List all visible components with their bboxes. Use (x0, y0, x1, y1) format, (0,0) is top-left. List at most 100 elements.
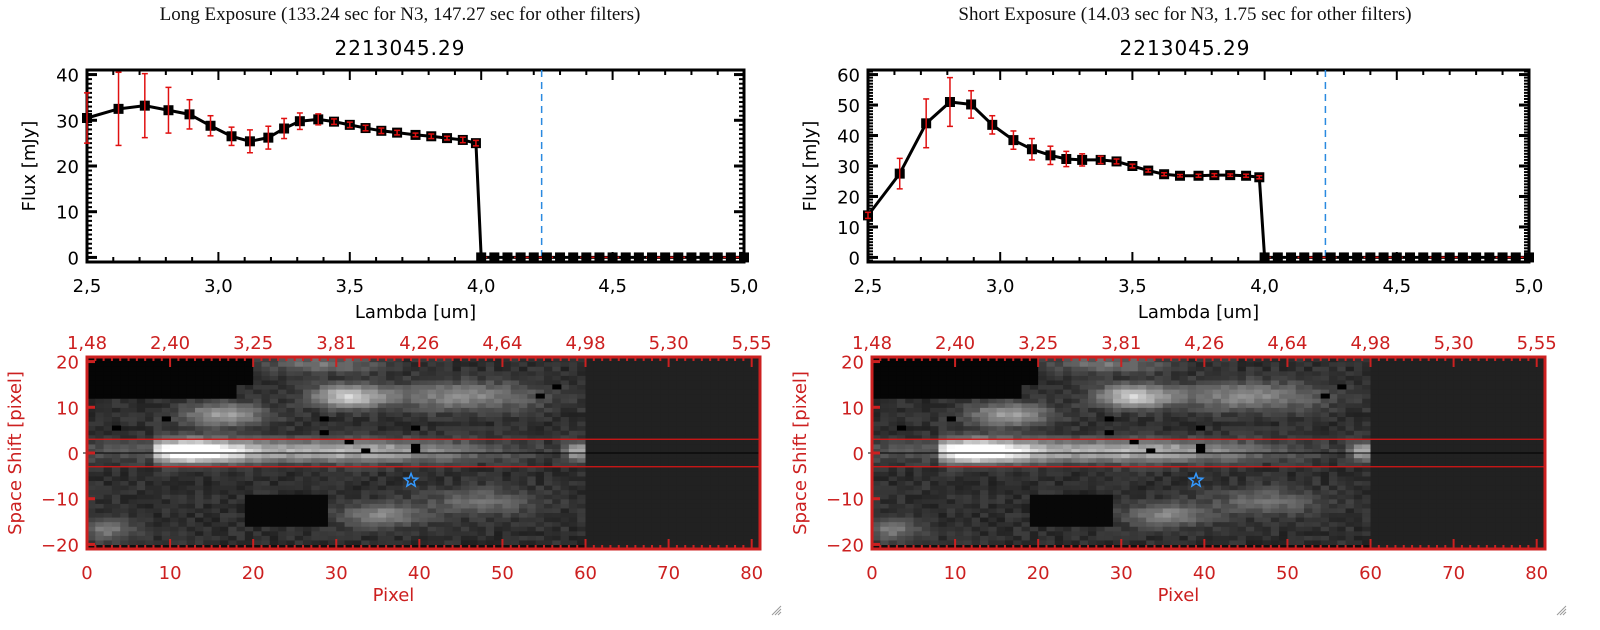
masked-pixel (361, 448, 371, 454)
x-axis-label: Pixel (373, 585, 415, 606)
data-point (1299, 252, 1310, 263)
top-x-tick-label: 4,64 (482, 333, 522, 354)
x-tick-label: 80 (740, 563, 763, 584)
y-tick-label: 0 (68, 444, 79, 465)
masked-pixel (1104, 416, 1114, 422)
y-tick-label: 10 (56, 203, 79, 224)
y-tick-label: −10 (826, 490, 864, 511)
data-point (1259, 252, 1270, 263)
masked-pixel (411, 443, 421, 449)
short-exposure-2d-image: −20 −10 0 10 20 0 10 20 30 40 50 60 70 80 1,48 2,40 3,25… (790, 333, 1557, 606)
y-tick-label: 0 (853, 444, 864, 465)
masked-pixel (344, 439, 354, 445)
y-tick-label: 40 (56, 66, 79, 87)
x-tick-label: 2,5 (854, 276, 883, 297)
x-axis-label: Lambda [um] (355, 302, 476, 323)
data-point (528, 252, 539, 263)
top-x-tick-label: 5,55 (732, 333, 772, 354)
x-tick-label: 2,5 (73, 276, 102, 297)
data-point (1497, 252, 1508, 263)
resize-grip-icon[interactable] (770, 604, 782, 616)
top-x-tick-label: 3,81 (1101, 333, 1141, 354)
x-tick-label: 70 (1442, 563, 1465, 584)
masked-pixel (1146, 448, 1156, 454)
resize-grip-icon[interactable] (1555, 604, 1567, 616)
x-tick-label: 0 (81, 563, 92, 584)
object-id-title: 2213045.29 (1119, 36, 1251, 60)
data-point (647, 252, 658, 263)
masked-pixel (1129, 439, 1139, 445)
masked-pixel (111, 425, 122, 431)
x-axis-label: Lambda [um] (1138, 302, 1259, 323)
y-tick-label: 20 (837, 187, 860, 208)
x-tick-label: 40 (1193, 563, 1216, 584)
y-tick-label: 0 (68, 248, 79, 269)
data-point (739, 252, 749, 263)
data-point (1391, 252, 1402, 263)
y-axis-label: Flux [mJy] (800, 121, 821, 212)
data-point (1510, 252, 1521, 263)
long-exposure-spectrum-chart: 0 10 20 30 40 2,5 3,0 3,5 4,0 4,5 5,0 Lambda [um] Fl… (19, 66, 758, 323)
top-x-tick-label: 4,26 (399, 333, 439, 354)
data-point (515, 252, 526, 263)
long-exposure-title: Long Exposure (133.24 sec for N3, 147.27… (159, 4, 641, 25)
y-tick-label: 20 (841, 353, 864, 374)
x-tick-label: 3,5 (335, 276, 364, 297)
data-point (1471, 252, 1482, 263)
masked-pixel (552, 384, 562, 390)
x-tick-label: 3,0 (986, 276, 1015, 297)
x-tick-label: 0 (866, 563, 877, 584)
x-tick-label: 30 (1110, 563, 1133, 584)
data-point (673, 252, 684, 263)
masked-pixel (1196, 425, 1206, 431)
y-tick-label: 60 (837, 66, 860, 87)
data-point (725, 252, 736, 263)
x-tick-label: 3,0 (204, 276, 233, 297)
flux-line (86, 104, 744, 259)
data-point (1524, 252, 1534, 263)
data-point (568, 252, 579, 263)
masked-pixel (1337, 384, 1347, 390)
image-pixels (87, 357, 761, 550)
short-exposure-title: Short Exposure (14.03 sec for N3, 1.75 s… (958, 4, 1412, 25)
top-x-tick-label: 4,98 (565, 333, 605, 354)
x-tick-label: 4,5 (598, 276, 627, 297)
data-point (476, 252, 487, 263)
x-tick-label: 80 (1525, 563, 1548, 584)
data-point (555, 252, 566, 263)
data-point (594, 252, 605, 263)
data-point (1405, 252, 1416, 263)
short-exposure-spectrum-chart: 0 10 20 30 40 50 60 2,5 3,0 3,5 4,0 4,5 5,0 Lambda [u… (800, 66, 1544, 323)
top-x-tick-label: 5,55 (1517, 333, 1557, 354)
data-point (712, 252, 723, 263)
masked-pixel (946, 416, 956, 422)
x-tick-label: 50 (491, 563, 514, 584)
x-tick-label: 10 (159, 563, 182, 584)
y-axis-label: Space Shift [pixel] (5, 371, 26, 535)
star-marker-icon (402, 471, 420, 488)
masked-pixel (896, 425, 907, 431)
masked-pixel (161, 416, 171, 422)
top-x-tick-label: 4,98 (1350, 333, 1390, 354)
data-point (1338, 252, 1349, 263)
data-point (581, 252, 592, 263)
top-x-tick-label: 4,26 (1184, 333, 1224, 354)
data-point (686, 252, 697, 263)
y-tick-label: −20 (41, 535, 79, 556)
y-tick-label: 40 (837, 127, 860, 148)
x-tick-label: 70 (657, 563, 680, 584)
top-x-tick-label: 2,40 (935, 333, 975, 354)
data-point (1484, 252, 1495, 263)
data-point (1444, 252, 1455, 263)
plot-frame (866, 68, 1531, 264)
x-tick-label: 20 (242, 563, 265, 584)
star-marker-icon (1187, 471, 1205, 488)
x-tick-label: 40 (408, 563, 431, 584)
long-exposure-2d-image: −20 −10 0 10 20 0 10 20 30 40 50 60 70 80 1,48 2,40 3,25… (5, 333, 772, 606)
data-point (1352, 252, 1363, 263)
x-axis-label: Pixel (1158, 585, 1200, 606)
y-tick-label: 0 (849, 248, 860, 269)
x-tick-label: 5,0 (1515, 276, 1544, 297)
x-tick-label: 4,0 (467, 276, 496, 297)
top-x-tick-label: 1,48 (67, 333, 107, 354)
